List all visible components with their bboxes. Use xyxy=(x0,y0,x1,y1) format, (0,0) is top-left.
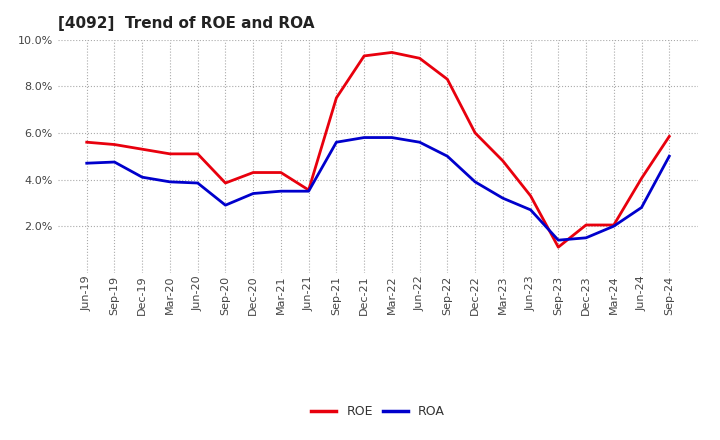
ROE xyxy=(443,77,451,82)
ROA xyxy=(665,154,674,159)
Text: [4092]  Trend of ROE and ROA: [4092] Trend of ROE and ROA xyxy=(58,16,314,32)
Legend: ROE, ROA: ROE, ROA xyxy=(306,400,450,423)
ROE xyxy=(498,158,507,164)
ROA xyxy=(194,180,202,186)
Line: ROE: ROE xyxy=(86,52,670,247)
ROA xyxy=(443,154,451,159)
ROA xyxy=(637,205,646,210)
ROE xyxy=(360,53,369,59)
ROA xyxy=(415,139,424,145)
ROA xyxy=(526,207,535,213)
ROE xyxy=(609,222,618,227)
ROA xyxy=(582,235,590,240)
ROA xyxy=(82,161,91,166)
ROA xyxy=(166,179,174,184)
ROE xyxy=(249,170,258,175)
ROE xyxy=(471,130,480,136)
ROE xyxy=(166,151,174,157)
ROE xyxy=(221,180,230,186)
ROE xyxy=(526,193,535,198)
Line: ROA: ROA xyxy=(86,138,670,240)
ROA xyxy=(138,175,147,180)
ROA xyxy=(471,179,480,184)
ROE xyxy=(194,151,202,157)
ROE xyxy=(110,142,119,147)
ROE xyxy=(82,139,91,145)
ROE xyxy=(415,55,424,61)
ROA xyxy=(249,191,258,196)
ROE xyxy=(387,50,396,55)
ROA xyxy=(332,139,341,145)
ROE xyxy=(305,187,313,193)
ROE xyxy=(138,147,147,152)
ROA xyxy=(110,159,119,165)
ROE xyxy=(665,134,674,139)
ROE xyxy=(332,95,341,100)
ROE xyxy=(582,222,590,227)
ROA xyxy=(221,202,230,208)
ROA xyxy=(554,238,562,243)
ROA xyxy=(305,188,313,194)
ROA xyxy=(276,188,285,194)
ROA xyxy=(498,195,507,201)
ROA xyxy=(609,224,618,229)
ROA xyxy=(360,135,369,140)
ROA xyxy=(387,135,396,140)
ROE xyxy=(554,245,562,250)
ROE xyxy=(637,176,646,181)
ROE xyxy=(276,170,285,175)
